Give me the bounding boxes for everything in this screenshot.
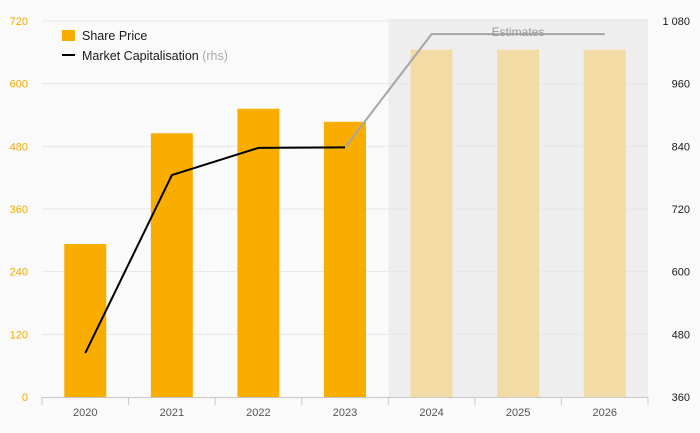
y-left-tick-720: 720: [10, 16, 28, 28]
x-tick-2024: 2024: [419, 407, 443, 419]
y-right-tick-600: 600: [672, 267, 690, 279]
x-tick-2023: 2023: [333, 407, 357, 419]
bar-share-price-2025: [497, 49, 540, 397]
bar-share-price-2020: [64, 243, 107, 397]
bar-share-price-2026: [583, 49, 626, 397]
legend-label-rhs-note: (rhs): [202, 49, 228, 63]
bar-share-price-2024: [410, 49, 453, 397]
y-right-tick-840: 840: [672, 141, 690, 153]
legend-swatch-share-price: [62, 30, 75, 41]
y-left-tick-360: 360: [10, 204, 28, 216]
legend-label-share-price: Share Price: [82, 29, 147, 43]
y-right-tick-480: 480: [672, 329, 690, 341]
bar-share-price-2021: [150, 133, 193, 397]
estimates-label: Estimates: [492, 25, 545, 39]
x-tick-2020: 2020: [73, 407, 97, 419]
legend: Share Price Market Capitalisation (rhs): [62, 29, 228, 63]
x-tick-2026: 2026: [592, 407, 616, 419]
legend-label-market-cap: Market Capitalisation (rhs): [82, 49, 228, 63]
y-right-tick-720: 720: [672, 204, 690, 216]
y-left-tick-480: 480: [10, 141, 28, 153]
legend-label-market-cap-name: Market Capitalisation: [82, 49, 199, 63]
y-left-tick-600: 600: [10, 79, 28, 91]
line-market-cap-actual: [84, 146, 346, 354]
y-right-tick-960: 960: [672, 79, 690, 91]
bar-share-price-2022: [237, 108, 280, 397]
y-right-tick-360: 360: [672, 392, 690, 404]
y-left-tick-120: 120: [10, 329, 28, 341]
line-market-cap-estimates: [344, 33, 605, 149]
y-right-tick-1080: 1 080: [662, 16, 690, 28]
bar-share-price-2023: [324, 121, 366, 398]
y-left-tick-240: 240: [10, 267, 28, 279]
x-tick-2022: 2022: [246, 407, 270, 419]
x-tick-2021: 2021: [160, 407, 184, 419]
y-left-tick-0: 0: [22, 392, 28, 404]
x-tick-2025: 2025: [506, 407, 530, 419]
